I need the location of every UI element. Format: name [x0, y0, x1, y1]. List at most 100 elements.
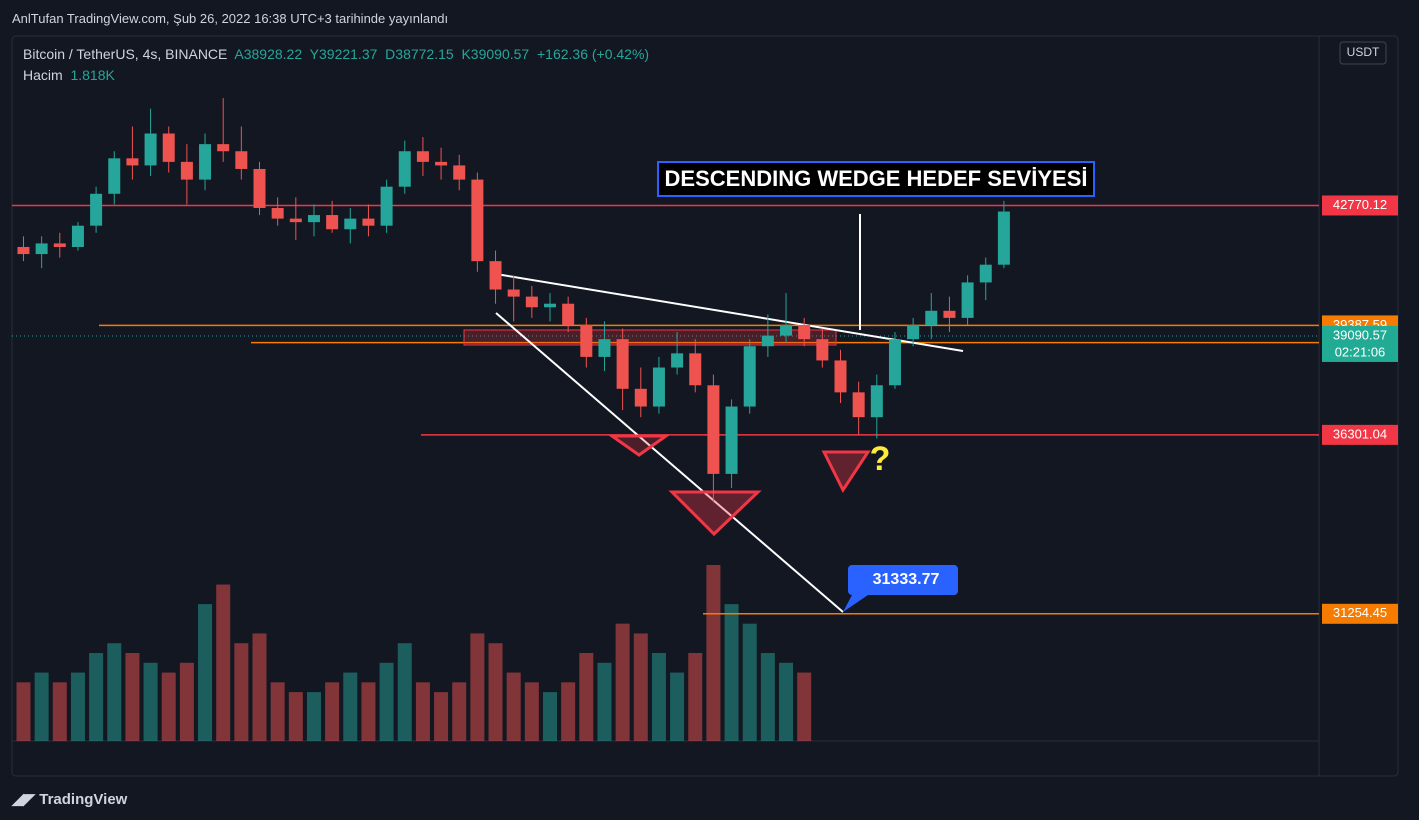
volume-bar — [415, 682, 430, 741]
candle-body — [17, 246, 30, 255]
candle-body — [489, 261, 502, 290]
volume-bar — [234, 643, 249, 741]
volume-bar — [361, 682, 376, 741]
candle-body — [834, 360, 847, 393]
candle-body — [235, 151, 248, 169]
candle-body — [326, 215, 339, 230]
candle-body — [362, 218, 375, 226]
candle-body — [453, 165, 466, 180]
level-label-box — [1322, 195, 1398, 216]
candles — [17, 98, 1010, 503]
candle-body — [925, 310, 938, 325]
level-label: 42770.12 — [1333, 197, 1387, 212]
volume-pane — [16, 565, 812, 741]
countdown: 02:21:06 — [1335, 344, 1386, 359]
callout — [843, 565, 958, 612]
volume-bar — [561, 682, 576, 741]
candle-body — [71, 225, 84, 247]
candle-body — [289, 218, 302, 223]
low: D38772.15 — [385, 46, 454, 62]
open: A38928.22 — [234, 46, 303, 62]
candle-body — [525, 296, 538, 308]
volume-bar — [470, 633, 485, 741]
candle-body — [126, 158, 139, 166]
volume-bar — [688, 653, 703, 741]
levels — [12, 204, 1319, 615]
candle-body — [652, 367, 665, 407]
candle-body — [398, 151, 411, 187]
candle-body — [217, 144, 230, 152]
candle-body — [307, 215, 320, 223]
currency-box — [1339, 41, 1387, 65]
callout-text: 31333.77 — [873, 571, 940, 588]
volume-bar — [670, 672, 685, 741]
candle-body — [180, 161, 193, 180]
change: +162.36 (+0.42%) — [536, 46, 650, 62]
candle-body — [416, 151, 429, 162]
candle-body — [380, 186, 393, 226]
shoulder-right — [821, 450, 871, 493]
volume-bar — [706, 565, 721, 741]
candle-body — [108, 158, 121, 194]
volume-bar — [161, 672, 176, 741]
volume-bar — [89, 653, 104, 741]
volume-bar — [724, 604, 739, 741]
volume-legend: Hacim 1.818K — [23, 67, 115, 83]
volume-bar — [524, 682, 539, 741]
candle-body — [199, 144, 212, 180]
drawings: DESCENDING WEDGE HEDEF SEVİYESİ 31333.77… — [463, 161, 1095, 613]
candle-body — [798, 324, 811, 340]
volume-bar — [615, 623, 630, 741]
candle-body — [997, 211, 1010, 265]
volume-bar — [543, 692, 558, 741]
candle-body — [144, 133, 157, 166]
candle-body — [816, 339, 829, 361]
volume-bar — [34, 672, 49, 741]
candle-body — [888, 339, 901, 386]
volume-bar — [633, 633, 648, 741]
candle-body — [907, 324, 920, 340]
volume-bar — [760, 653, 775, 741]
volume-bar — [343, 672, 358, 741]
last-price-label: 39090.57 — [1333, 327, 1387, 342]
volume-bar — [306, 692, 321, 741]
candle-body — [562, 303, 575, 325]
candle-body — [271, 207, 284, 219]
volume-bar — [252, 633, 267, 741]
shoulder-left — [607, 434, 671, 457]
legend-row: Bitcoin / TetherUS, 4s, BINANCE A38928.2… — [23, 46, 649, 62]
volume-bar — [143, 662, 158, 741]
candle-body — [707, 385, 720, 474]
candle-body — [689, 353, 702, 386]
volume-bar — [488, 643, 503, 741]
candle-body — [471, 179, 484, 262]
volume-bar — [70, 672, 85, 741]
candle-body — [780, 324, 793, 336]
published-note: AnlTufan TradingView.com, Şub 26, 2022 1… — [12, 11, 449, 26]
candle-body — [507, 289, 520, 297]
candle-body — [580, 324, 593, 357]
target-box — [657, 161, 1095, 197]
candle-body — [743, 346, 756, 407]
volume-bar — [779, 662, 794, 741]
volume-value: 1.818K — [70, 67, 115, 83]
volume-bar — [52, 682, 67, 741]
volume-label: Hacim — [23, 67, 63, 83]
volume-bar — [270, 682, 285, 741]
volume-bar — [597, 662, 612, 741]
candle-body — [634, 388, 647, 407]
high: Y39221.37 — [309, 46, 378, 62]
volume-bar — [216, 584, 231, 741]
volume-bar — [16, 682, 31, 741]
level-label-box — [1322, 603, 1398, 624]
volume-bar — [107, 643, 122, 741]
wedge-lower — [495, 312, 844, 613]
last-price-box — [1322, 325, 1398, 362]
candle-body — [53, 243, 66, 247]
candle-body — [162, 133, 175, 162]
volume-bar — [579, 653, 594, 741]
volume-bar — [797, 672, 812, 741]
candle-body — [616, 339, 629, 389]
